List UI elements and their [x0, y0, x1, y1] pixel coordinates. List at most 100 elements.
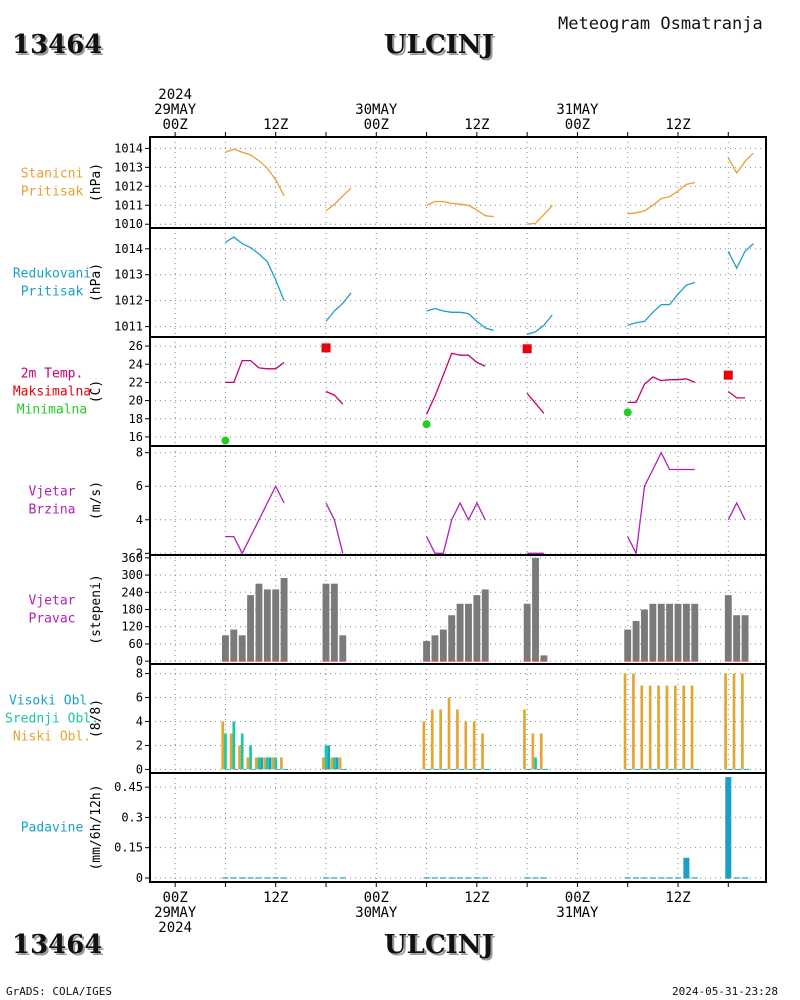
y-tick-label: 1014 — [114, 141, 143, 155]
panel-label: 2m Temp. — [21, 367, 84, 382]
cloud-cover-bar — [539, 733, 543, 770]
x-axis-label-top: 29MAY — [154, 102, 197, 118]
grads-credit: GrADS: COLA/IGES — [6, 985, 112, 998]
series-line — [526, 314, 553, 336]
y-tick-label: 8 — [136, 667, 143, 681]
min-temp-marker — [422, 420, 431, 429]
wind-direction-bar — [741, 615, 749, 662]
y-tick-label: 0 — [136, 871, 143, 885]
wind-direction-bar — [682, 603, 690, 662]
panel-label: Pritisak — [21, 285, 84, 300]
wind-direction-bar — [280, 577, 288, 662]
cloud-cover-bar — [246, 757, 250, 770]
y-tick-label: 0 — [136, 762, 143, 776]
y-axis-label: (hPa) — [89, 163, 104, 202]
cloud-cover-bar — [274, 757, 278, 770]
wind-direction-bar — [733, 615, 741, 662]
x-axis-label-bottom: 12Z — [665, 890, 690, 906]
panel-label: Pritisak — [21, 185, 84, 200]
cloud-cover-bar — [523, 709, 526, 770]
wind-direction-bar — [330, 583, 338, 662]
cloud-cover-bar — [682, 685, 686, 770]
y-tick-label: 8 — [136, 446, 143, 460]
cloud-cover-bar — [422, 721, 426, 770]
cloud-cover-bar — [673, 685, 677, 770]
series-line — [325, 502, 344, 554]
cloud-cover-bar — [531, 733, 535, 770]
wind-direction-bar — [247, 595, 255, 662]
wind-direction-bar — [657, 603, 665, 662]
cloud-cover-bar — [224, 733, 227, 770]
series-line — [727, 501, 746, 521]
series-line — [627, 281, 695, 326]
x-axis-label-bottom: 29MAY — [154, 905, 197, 921]
y-tick-label: 0.15 — [114, 841, 143, 855]
cloud-cover-bar — [623, 673, 627, 770]
y-tick-label: 360 — [121, 551, 143, 565]
y-tick-label: 1013 — [114, 160, 143, 174]
wind-direction-bar — [221, 635, 229, 662]
x-axis-label-bottom: 31MAY — [556, 905, 599, 921]
series-line — [727, 152, 754, 175]
wind-direction-bar — [322, 583, 330, 662]
x-axis-label-bottom: 00Z — [162, 890, 187, 906]
y-tick-label: 1014 — [114, 242, 143, 256]
wind-direction-bar — [255, 583, 263, 662]
max-temp-marker — [723, 370, 733, 380]
wind-direction-bar — [230, 629, 238, 662]
cloud-cover-bar — [324, 745, 328, 770]
x-axis-label-bottom: 00Z — [565, 890, 590, 906]
wind-direction-bar — [724, 595, 732, 662]
wind-direction-bar — [272, 589, 280, 662]
y-tick-label: 6 — [136, 479, 143, 493]
y-tick-label: 1011 — [114, 198, 143, 212]
y-tick-label: 120 — [121, 620, 143, 634]
cloud-cover-bar — [439, 709, 442, 770]
x-axis-label-top: 00Z — [364, 117, 389, 133]
y-tick-label: 0.45 — [114, 780, 143, 794]
x-axis-label-top: 12Z — [464, 117, 489, 133]
cloud-cover-bar — [447, 697, 451, 770]
station-id-top: 13464 — [12, 30, 103, 60]
y-tick-label: 26 — [129, 339, 143, 353]
panel-frame — [149, 336, 767, 447]
y-axis-label: (8/8) — [89, 699, 104, 738]
cloud-cover-bar — [221, 721, 225, 770]
cloud-cover-bar — [321, 757, 325, 770]
y-tick-label: 4 — [136, 513, 143, 527]
series-line — [225, 148, 285, 197]
wind-direction-bar — [423, 641, 431, 662]
wind-direction-bar — [624, 629, 632, 662]
cloud-cover-bar — [472, 721, 476, 770]
series-line — [426, 200, 494, 218]
wind-direction-bar — [439, 629, 447, 662]
series-line — [627, 376, 696, 404]
panel-label: Niski Obl. — [13, 730, 91, 745]
wind-direction-bar — [666, 603, 674, 662]
y-tick-label: 1012 — [114, 179, 143, 193]
y-tick-label: 16 — [129, 430, 143, 444]
cloud-cover-bar — [240, 733, 244, 770]
cloud-cover-bar — [648, 685, 652, 770]
x-axis-label-bottom: 12Z — [464, 890, 489, 906]
max-temp-marker — [321, 343, 331, 353]
cloud-cover-bar — [271, 757, 275, 770]
series-line — [426, 352, 486, 415]
y-tick-label: 1012 — [114, 294, 143, 308]
series-line — [325, 187, 352, 212]
y-tick-label: 1013 — [114, 268, 143, 282]
y-axis-label: (C) — [89, 380, 104, 403]
cloud-cover-bar — [632, 673, 635, 770]
wind-direction-bar — [263, 589, 271, 662]
cloud-cover-bar — [335, 757, 339, 770]
x-axis-label-bottom: 12Z — [263, 890, 288, 906]
y-axis-label: (mm/6h/12h) — [89, 784, 104, 870]
wind-direction-bar — [632, 620, 640, 662]
series-line — [426, 501, 486, 554]
y-tick-label: 24 — [129, 357, 143, 371]
series-line — [325, 292, 352, 322]
y-tick-label: 0.3 — [121, 810, 143, 824]
x-axis-label-top: 31MAY — [556, 102, 599, 118]
cloud-cover-bar — [430, 709, 434, 770]
panel-frame — [149, 136, 767, 229]
